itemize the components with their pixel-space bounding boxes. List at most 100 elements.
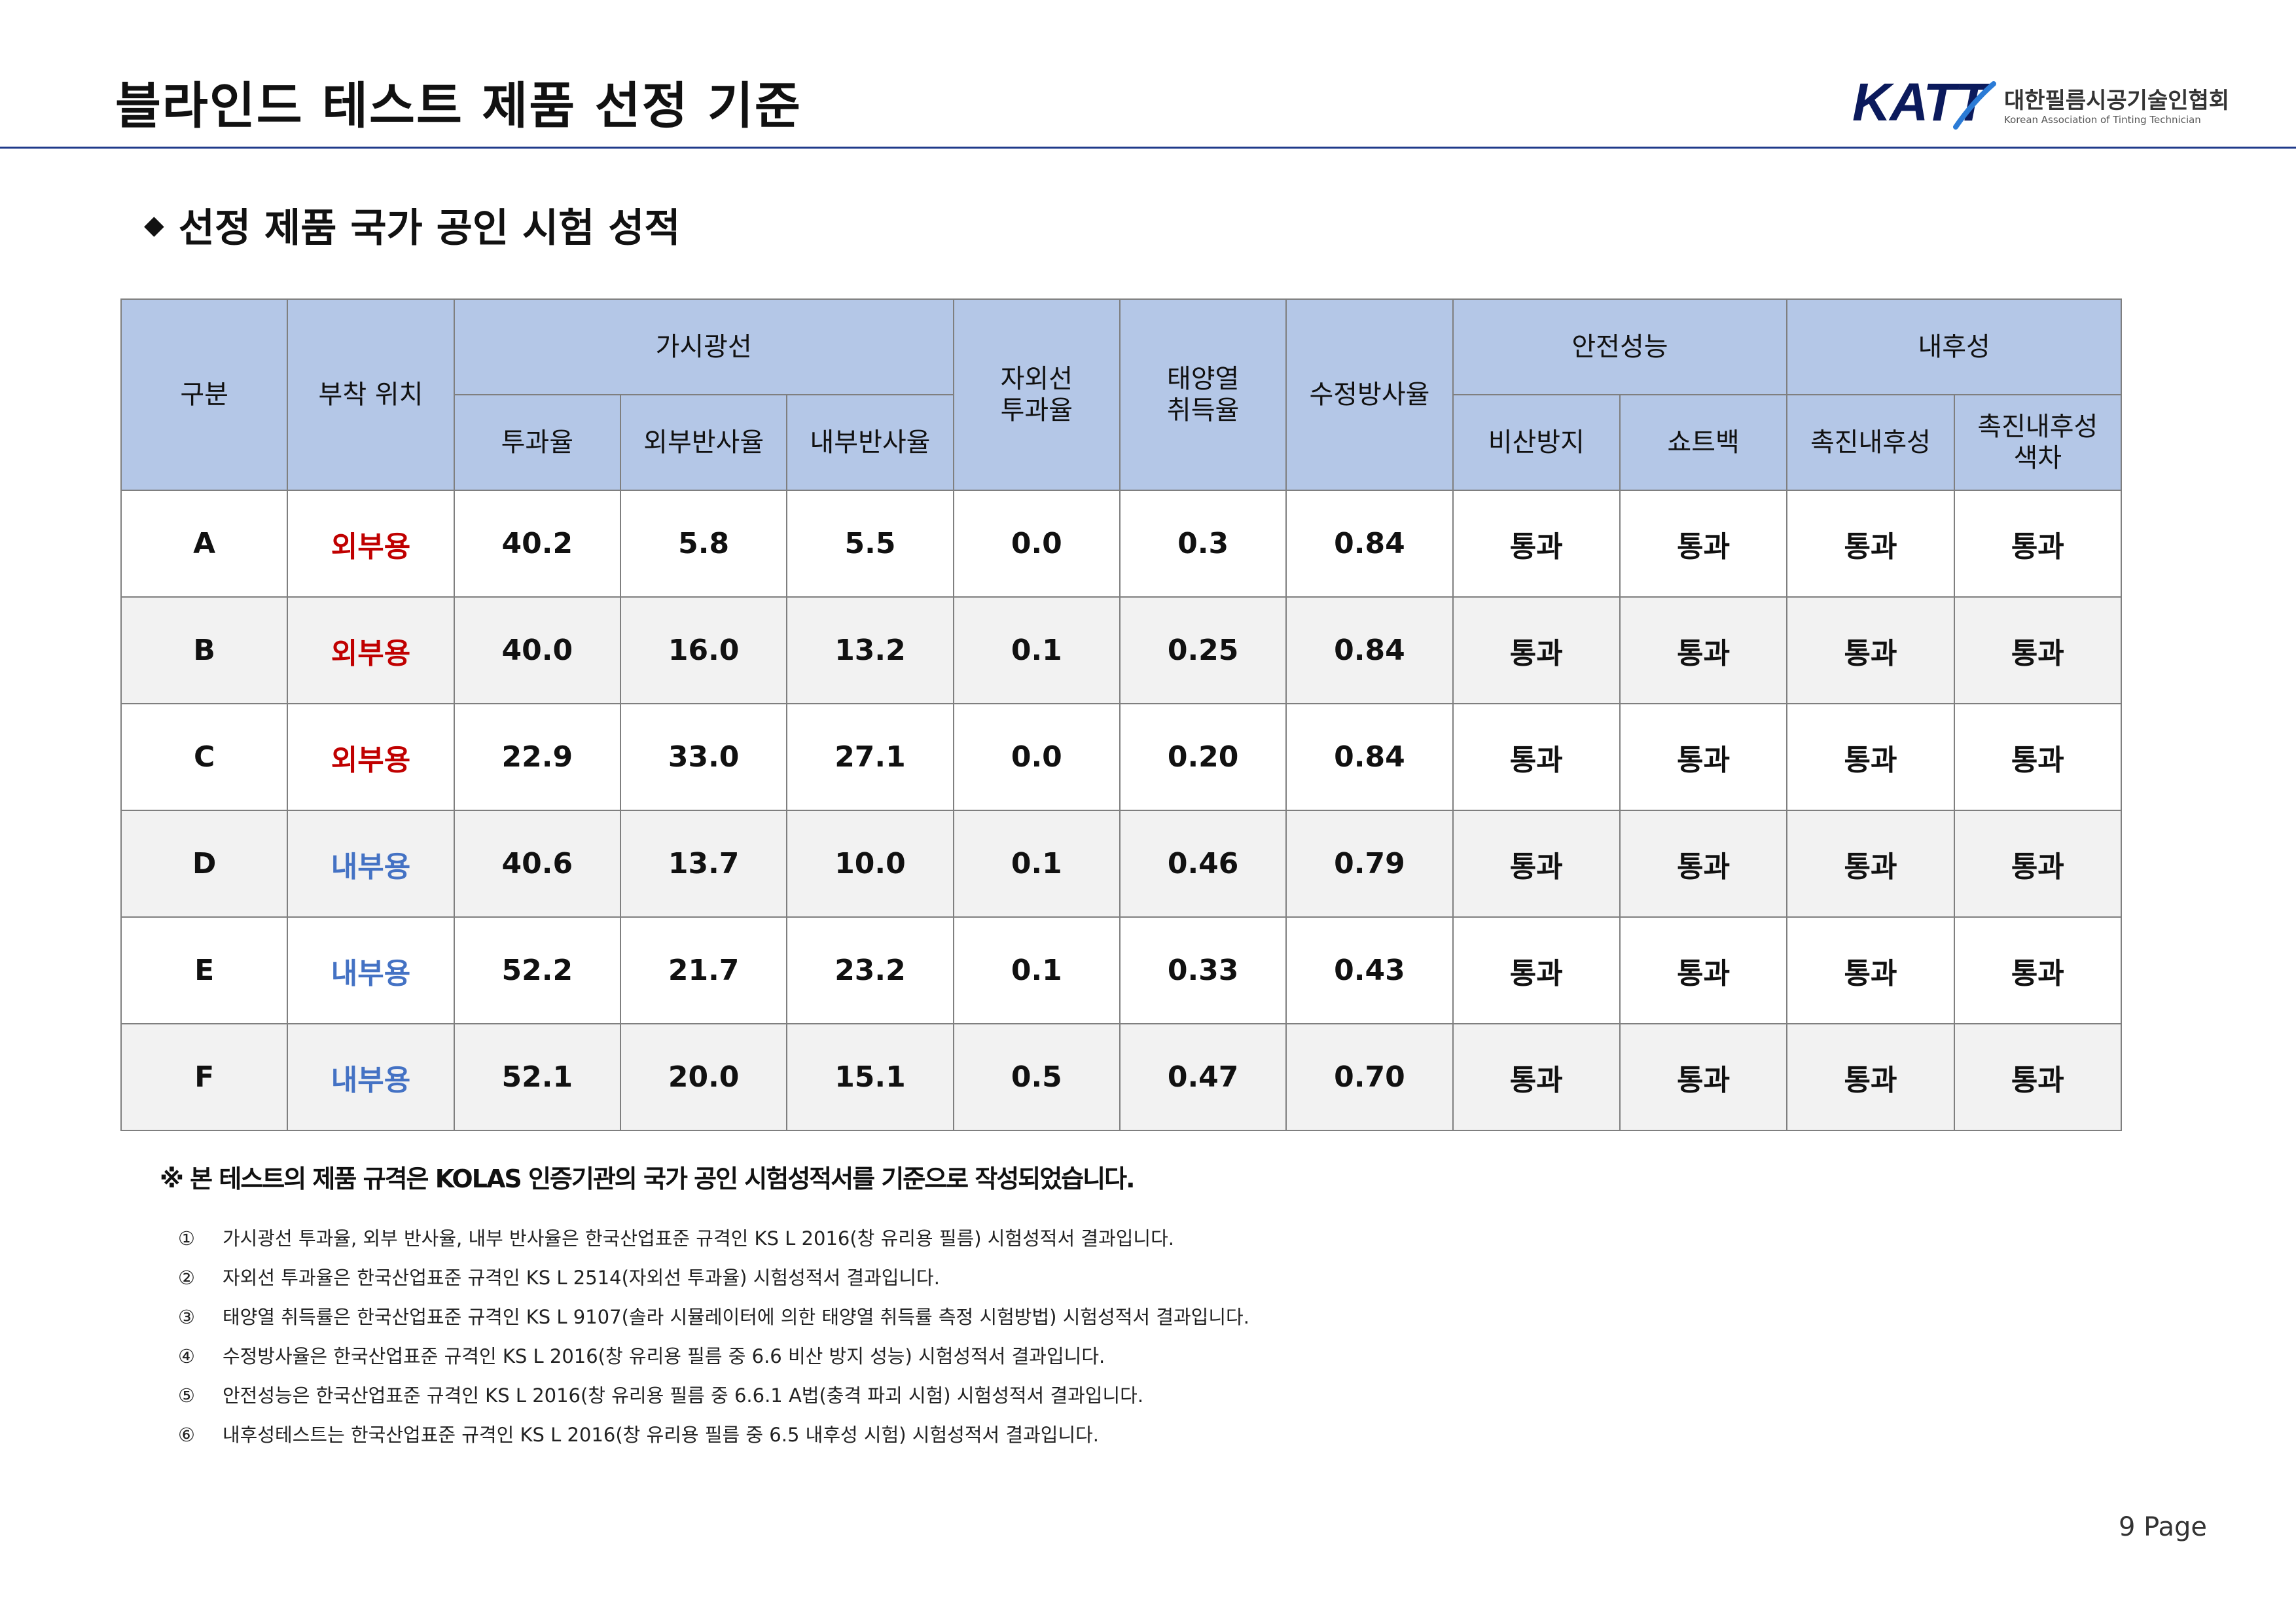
cell-id: F bbox=[120, 1023, 289, 1131]
cell-uv: 0.1 bbox=[952, 596, 1121, 704]
subheader-accel-color-text: 촉진내후성 색차 bbox=[1977, 412, 2098, 473]
cell-accel: 통과 bbox=[1786, 916, 1955, 1024]
footnote-text: 가시광선 투과율, 외부 반사율, 내부 반사율은 한국산업표준 규격인 KS … bbox=[223, 1227, 1174, 1250]
list-item: ① 가시광선 투과율, 외부 반사율, 내부 반사율은 한국산업표준 규격인 KS… bbox=[178, 1219, 1249, 1258]
cell-vt: 52.1 bbox=[453, 1023, 621, 1131]
page-label: Page bbox=[2144, 1512, 2207, 1542]
list-item: ② 자외선 투과율은 한국산업표준 규격인 KS L 2514(자외선 투과율) … bbox=[178, 1258, 1249, 1297]
footnote-text: 태양열 취득률은 한국산업표준 규격인 KS L 9107(솔라 시뮬레이터에 … bbox=[223, 1306, 1249, 1328]
cell-shot-bag: 통과 bbox=[1619, 1023, 1788, 1131]
cell-accel-color: 통과 bbox=[1953, 703, 2123, 811]
cell-location: 외부용 bbox=[287, 703, 455, 811]
cell-vt: 22.9 bbox=[453, 703, 621, 811]
cell-shot-bag: 통과 bbox=[1619, 596, 1788, 704]
cell-accel: 통과 bbox=[1786, 1023, 1955, 1131]
footnote-number: ② bbox=[178, 1267, 195, 1289]
subheader-shatter: 비산방지 bbox=[1452, 394, 1621, 491]
cell-accel-color: 통과 bbox=[1953, 916, 2123, 1024]
cell-ext-reflect: 20.0 bbox=[619, 1023, 788, 1131]
table-row: F 내부용 52.1 20.0 15.1 0.5 0.47 0.70 통과 통과… bbox=[120, 1023, 2123, 1131]
title-divider bbox=[0, 147, 2296, 149]
footnote-number: ① bbox=[178, 1227, 195, 1250]
cell-shatter: 통과 bbox=[1452, 703, 1621, 811]
cell-location: 외부용 bbox=[287, 490, 455, 598]
cell-accel: 통과 bbox=[1786, 490, 1955, 598]
cell-id: C bbox=[120, 703, 289, 811]
header-solar: 태양열 취득율 bbox=[1119, 298, 1287, 491]
cell-vt: 52.2 bbox=[453, 916, 621, 1024]
cell-accel-color: 통과 bbox=[1953, 596, 2123, 704]
footnote-text: 자외선 투과율은 한국산업표준 규격인 KS L 2514(자외선 투과율) 시… bbox=[223, 1267, 940, 1289]
cell-uv: 0.0 bbox=[952, 490, 1121, 598]
cell-shot-bag: 통과 bbox=[1619, 810, 1788, 918]
table-row: B 외부용 40.0 16.0 13.2 0.1 0.25 0.84 통과 통과… bbox=[120, 596, 2123, 704]
cell-int-reflect: 5.5 bbox=[786, 490, 954, 598]
header-uv-text: 자외선 투과율 bbox=[1000, 364, 1073, 425]
page-number: 9 Page bbox=[2119, 1512, 2207, 1542]
header-uv: 자외선 투과율 bbox=[952, 298, 1121, 491]
logo-english-name: Korean Association of Tinting Technician bbox=[2004, 114, 2201, 126]
header-location: 부착 위치 bbox=[287, 298, 455, 491]
header-solar-text: 태양열 취득율 bbox=[1166, 364, 1240, 425]
section-title: 선정 제품 국가 공인 시험 성적 bbox=[178, 206, 681, 251]
subheader-ext-reflectance: 외부반사율 bbox=[619, 394, 788, 491]
cell-solar: 0.20 bbox=[1119, 703, 1287, 811]
cell-ext-reflect: 16.0 bbox=[619, 596, 788, 704]
table-row: D 내부용 40.6 13.7 10.0 0.1 0.46 0.79 통과 통과… bbox=[120, 810, 2123, 918]
subheader-int-reflectance: 내부반사율 bbox=[786, 394, 954, 491]
katt-logo: KATT 대한필름시공기술인협회 Korean Association of T… bbox=[1852, 73, 2229, 132]
cell-shot-bag: 통과 bbox=[1619, 490, 1788, 598]
cell-vt: 40.2 bbox=[453, 490, 621, 598]
cell-id: E bbox=[120, 916, 289, 1024]
footnote-number: ⑤ bbox=[178, 1384, 195, 1407]
list-item: ④ 수정방사율은 한국산업표준 규격인 KS L 2016(창 유리용 필름 중 … bbox=[178, 1337, 1249, 1376]
header-category: 구분 bbox=[120, 298, 289, 491]
page-title: 블라인드 테스트 제품 선정 기준 bbox=[115, 77, 802, 135]
cell-accel: 통과 bbox=[1786, 703, 1955, 811]
table-row: A 외부용 40.2 5.8 5.5 0.0 0.3 0.84 통과 통과 통과… bbox=[120, 490, 2123, 598]
cell-shatter: 통과 bbox=[1452, 916, 1621, 1024]
cell-ext-reflect: 13.7 bbox=[619, 810, 788, 918]
cell-int-reflect: 10.0 bbox=[786, 810, 954, 918]
cell-solar: 0.47 bbox=[1119, 1023, 1287, 1131]
cell-accel: 통과 bbox=[1786, 596, 1955, 704]
cell-accel-color: 통과 bbox=[1953, 810, 2123, 918]
table-row: C 외부용 22.9 33.0 27.1 0.0 0.20 0.84 통과 통과… bbox=[120, 703, 2123, 811]
cell-location: 내부용 bbox=[287, 916, 455, 1024]
cell-shatter: 통과 bbox=[1452, 490, 1621, 598]
table-row: E 내부용 52.2 21.7 23.2 0.1 0.33 0.43 통과 통과… bbox=[120, 916, 2123, 1024]
cell-location: 외부용 bbox=[287, 596, 455, 704]
cell-emissivity: 0.70 bbox=[1285, 1023, 1454, 1131]
footnote-text: 안전성능은 한국산업표준 규격인 KS L 2016(창 유리용 필름 중 6.… bbox=[223, 1384, 1144, 1407]
cell-int-reflect: 13.2 bbox=[786, 596, 954, 704]
subheader-shot-bag: 쇼트백 bbox=[1619, 394, 1788, 491]
cell-emissivity: 0.43 bbox=[1285, 916, 1454, 1024]
footnote-number: ③ bbox=[178, 1306, 195, 1328]
cell-uv: 0.1 bbox=[952, 810, 1121, 918]
cell-emissivity: 0.84 bbox=[1285, 490, 1454, 598]
cell-accel-color: 통과 bbox=[1953, 490, 2123, 598]
header-visible-light: 가시광선 bbox=[453, 298, 954, 395]
footnote-list: ① 가시광선 투과율, 외부 반사율, 내부 반사율은 한국산업표준 규격인 KS… bbox=[178, 1219, 1249, 1454]
cell-ext-reflect: 5.8 bbox=[619, 490, 788, 598]
cell-int-reflect: 15.1 bbox=[786, 1023, 954, 1131]
cell-solar: 0.3 bbox=[1119, 490, 1287, 598]
footnote-text: 내후성테스트는 한국산업표준 규격인 KS L 2016(창 유리용 필름 중 … bbox=[223, 1424, 1100, 1446]
list-item: ⑥ 내후성테스트는 한국산업표준 규격인 KS L 2016(창 유리용 필름 중… bbox=[178, 1415, 1249, 1454]
logo-korean-name: 대한필름시공기술인협회 bbox=[2004, 88, 2230, 114]
cell-location: 내부용 bbox=[287, 810, 455, 918]
cell-solar: 0.33 bbox=[1119, 916, 1287, 1024]
certification-note: ※ 본 테스트의 제품 규격은 KOLAS 인증기관의 국가 공인 시험성적서를… bbox=[160, 1164, 1135, 1193]
cell-emissivity: 0.84 bbox=[1285, 703, 1454, 811]
list-item: ⑤ 안전성능은 한국산업표준 규격인 KS L 2016(창 유리용 필름 중 6… bbox=[178, 1376, 1249, 1415]
diamond-bullet-icon: ◆ bbox=[144, 209, 164, 240]
cell-emissivity: 0.84 bbox=[1285, 596, 1454, 704]
cell-accel-color: 통과 bbox=[1953, 1023, 2123, 1131]
cell-int-reflect: 23.2 bbox=[786, 916, 954, 1024]
cell-solar: 0.46 bbox=[1119, 810, 1287, 918]
cell-shot-bag: 통과 bbox=[1619, 916, 1788, 1024]
cell-id: A bbox=[120, 490, 289, 598]
cell-ext-reflect: 21.7 bbox=[619, 916, 788, 1024]
cell-id: D bbox=[120, 810, 289, 918]
cell-int-reflect: 27.1 bbox=[786, 703, 954, 811]
